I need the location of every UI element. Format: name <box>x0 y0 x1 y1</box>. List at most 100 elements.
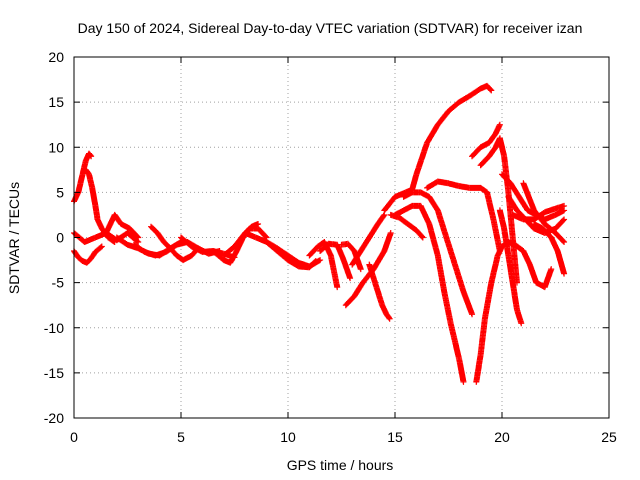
data-point-markers <box>130 241 147 255</box>
data-point-markers <box>488 253 501 286</box>
data-point-markers <box>154 230 167 244</box>
data-point-markers <box>486 131 498 146</box>
data-point-markers <box>342 294 357 309</box>
data-point-markers <box>426 193 441 213</box>
data-point-markers <box>340 257 353 280</box>
series-arc-20 <box>381 82 495 214</box>
x-tick-label: 25 <box>601 429 617 445</box>
x-tick-label: 5 <box>177 429 185 445</box>
y-tick-label: -20 <box>44 410 64 426</box>
data-point <box>347 275 354 282</box>
data-point-markers <box>520 180 537 213</box>
data-point-markers <box>469 145 483 160</box>
data-point-markers <box>484 82 494 93</box>
data-point-markers <box>413 141 430 178</box>
data-series <box>71 82 568 385</box>
data-point-markers <box>505 252 516 285</box>
data-point-markers <box>509 234 520 285</box>
data-point <box>548 266 555 273</box>
data-point-markers <box>531 207 547 226</box>
data-point <box>334 284 341 291</box>
data-point-markers <box>516 193 530 213</box>
data-point <box>386 315 393 322</box>
data-point-markers <box>227 249 240 266</box>
series-arc-5 <box>103 211 142 241</box>
data-point-markers <box>486 145 498 160</box>
data-point-markers <box>505 193 520 213</box>
y-tick-label: -5 <box>52 275 65 291</box>
data-point-markers <box>349 249 364 268</box>
y-tick-label: 15 <box>48 94 64 110</box>
data-point-markers <box>148 223 160 236</box>
data-point-markers <box>424 122 441 146</box>
x-tick-label: 10 <box>280 429 296 445</box>
data-point-markers <box>83 256 94 266</box>
data-point-markers <box>210 248 226 263</box>
data-point-markers <box>274 248 290 263</box>
data-point-markers <box>445 99 462 115</box>
data-point-markers <box>451 261 467 294</box>
data-point-markers <box>539 225 554 240</box>
data-point-markers <box>383 311 392 321</box>
data-point-markers <box>541 221 558 236</box>
data-point <box>460 378 467 385</box>
data-point-markers <box>255 225 269 240</box>
data-point <box>255 220 262 227</box>
data-point-markers <box>460 288 475 316</box>
data-point-markers <box>477 317 488 358</box>
series-arc-19 <box>366 261 393 322</box>
data-point-markers <box>374 212 387 227</box>
data-point-markers <box>113 234 130 247</box>
data-point-markers <box>526 261 539 285</box>
data-point-markers <box>434 207 449 240</box>
series-arc-26 <box>469 121 503 160</box>
data-point-markers <box>344 240 357 254</box>
data-point-markers <box>520 248 533 267</box>
data-point-markers <box>548 234 561 253</box>
data-point <box>469 311 476 318</box>
data-point <box>317 257 324 264</box>
data-point-markers <box>509 279 520 312</box>
data-point <box>561 202 568 209</box>
data-point <box>357 266 364 273</box>
data-point-markers <box>441 288 454 325</box>
data-point-markers <box>86 150 94 159</box>
data-point-markers <box>552 230 567 245</box>
data-point-markers <box>220 244 237 259</box>
data-point-markers <box>306 244 321 259</box>
data-point-markers <box>554 248 567 276</box>
series-arc-28 <box>496 207 525 327</box>
series-arc-18 <box>349 211 388 268</box>
y-tick-label: -10 <box>44 320 64 336</box>
series-arc-4 <box>71 243 105 266</box>
data-point <box>488 87 495 94</box>
data-point-markers <box>82 166 92 177</box>
data-point-markers <box>434 252 447 294</box>
data-point-markers <box>381 194 398 214</box>
data-point <box>518 320 525 327</box>
data-point-markers <box>381 231 394 254</box>
data-point-markers <box>424 179 440 191</box>
data-point <box>496 121 503 128</box>
data-point-markers <box>126 225 141 240</box>
axis-ticks: 0 5 10 15 20 25 -20 -15 -10 -5 0 5 10 15 20 <box>44 49 617 445</box>
x-tick-label: 15 <box>387 429 403 445</box>
data-point-markers <box>366 261 377 280</box>
data-point-markers <box>370 275 381 294</box>
data-point-markers <box>443 234 458 267</box>
data-point-markers <box>75 254 85 264</box>
y-tick-label: 5 <box>56 184 64 200</box>
data-point-markers <box>499 171 513 186</box>
data-point-markers <box>366 222 381 241</box>
y-tick-label: 10 <box>48 139 64 155</box>
series-arc-33 <box>520 180 568 246</box>
data-point-markers <box>552 217 567 232</box>
data-point-markers <box>447 320 462 362</box>
data-point-markers <box>188 243 205 255</box>
data-point-markers <box>306 258 318 271</box>
data-point-markers <box>541 267 554 291</box>
series-arc-11 <box>220 220 262 259</box>
data-point-markers <box>317 241 331 254</box>
data-point-markers <box>124 230 141 245</box>
